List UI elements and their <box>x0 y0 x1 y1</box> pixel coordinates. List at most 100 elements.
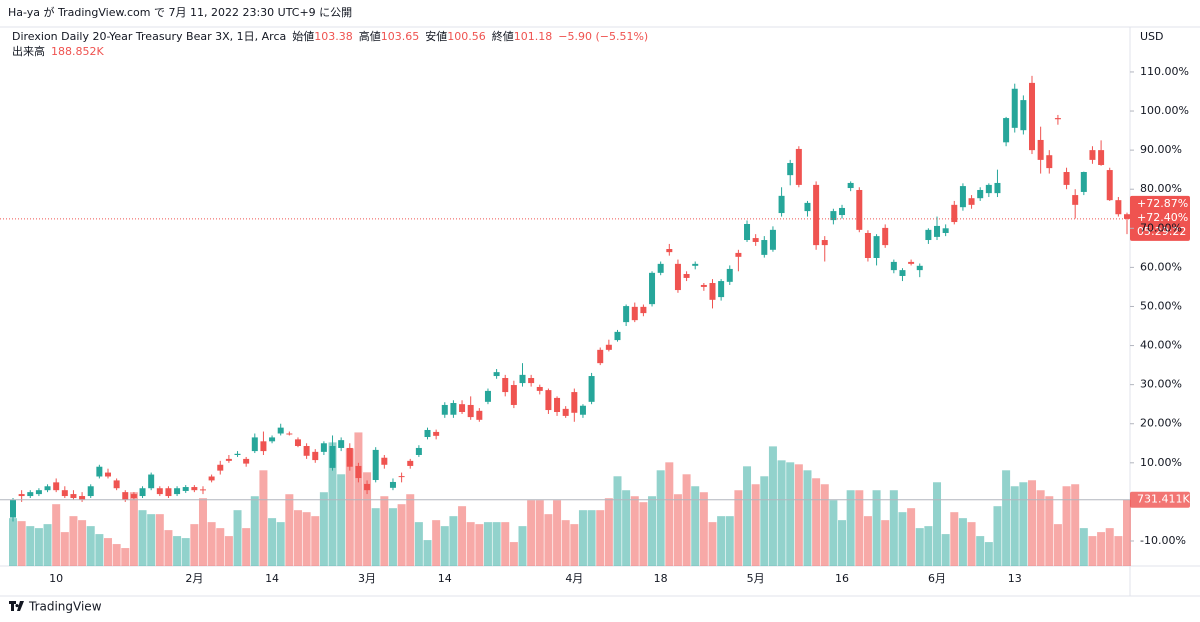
volume-bar <box>872 490 881 566</box>
volume-bar <box>527 500 536 566</box>
candle-body <box>1089 150 1096 160</box>
candle-body <box>476 410 483 420</box>
candle-body <box>614 331 621 341</box>
volume-bar <box>535 500 544 566</box>
volume-bar <box>1028 480 1037 566</box>
volume-bar <box>216 528 225 566</box>
volume-bar <box>380 496 389 566</box>
volume-bar <box>78 520 87 566</box>
candle-body <box>364 483 371 491</box>
candle-body <box>709 283 716 300</box>
candle-body <box>890 261 897 271</box>
candle-body <box>916 265 923 271</box>
candle-body <box>977 189 984 199</box>
candle-body <box>554 397 561 412</box>
volume-bar <box>976 536 985 566</box>
volume-bar <box>293 510 302 566</box>
candle-body <box>18 494 25 497</box>
volume-bar <box>181 538 190 566</box>
volume-bar <box>708 522 717 566</box>
volume-bar <box>622 490 631 566</box>
candle-body <box>813 184 820 246</box>
y-tick-label: -10.00% <box>1140 534 1186 547</box>
candle-body <box>623 306 630 323</box>
candle-body <box>579 405 586 415</box>
volume-bar <box>103 538 112 566</box>
candle-body <box>787 163 794 176</box>
candle-body <box>389 481 396 488</box>
volume-bar <box>86 526 95 566</box>
volume-bar <box>509 542 518 566</box>
candle-body <box>53 482 60 491</box>
ohlc-value: 101.18 <box>514 30 553 43</box>
volume-bar <box>458 506 467 566</box>
volume-bar <box>155 514 164 566</box>
candle-body <box>234 453 241 455</box>
volume-bar <box>578 510 587 566</box>
volume-bar <box>9 518 17 566</box>
candle-body <box>1054 118 1061 120</box>
volume-bar <box>924 526 933 566</box>
candle-body <box>700 284 707 287</box>
x-tick-label: 2月 <box>185 572 203 585</box>
candle-body <box>260 441 267 452</box>
volume-bar <box>958 518 967 566</box>
ohlc-value: 103.65 <box>381 30 420 43</box>
volume-bar <box>967 522 976 566</box>
volume-bar <box>570 524 579 566</box>
volume-bar <box>112 544 121 566</box>
candle-body <box>104 472 111 477</box>
volume-bar <box>665 462 674 566</box>
candle-body <box>441 404 448 415</box>
price-label: +72.40% <box>1137 211 1188 224</box>
candle-body <box>225 458 232 461</box>
volume-bar <box>1036 490 1045 566</box>
candle-body <box>985 184 992 194</box>
volume-bar <box>319 492 328 566</box>
volume-bar <box>224 536 233 566</box>
change: −5.90 (−5.51%) <box>558 30 648 43</box>
label-layer: +72.87%+72.40%05:29:22 731.411K <box>0 195 1190 508</box>
x-tick-label: 18 <box>654 572 668 585</box>
volume-bar <box>544 514 553 566</box>
ohlc-label: 安値 <box>425 29 447 43</box>
volume-bar <box>328 442 337 566</box>
candle-body <box>959 186 966 208</box>
volume-bar <box>673 494 682 566</box>
candle-body <box>864 232 871 258</box>
volume-label: 出来高 <box>12 44 45 58</box>
volume-bar <box>1053 524 1062 566</box>
volume-bar <box>907 508 916 566</box>
x-tick-label: 13 <box>1008 572 1022 585</box>
volume-bar <box>984 542 993 566</box>
volume-bar <box>838 520 847 566</box>
candle-body <box>562 408 569 416</box>
candle-body <box>199 489 206 491</box>
candle-body <box>934 225 941 237</box>
volume-bar <box>915 528 924 566</box>
candle-body <box>674 263 681 291</box>
candle-body <box>139 488 146 497</box>
volume-bar <box>138 510 147 566</box>
volume-value: 188.852K <box>51 45 104 58</box>
volume-bar <box>43 524 52 566</box>
volume-label: 731.411K <box>1137 493 1190 506</box>
candle-body <box>683 274 690 278</box>
candle-body <box>70 494 77 498</box>
candle-body <box>355 465 362 479</box>
volume-bar <box>881 520 890 566</box>
volume-bar <box>682 474 691 566</box>
ohlc-label: 高値 <box>359 29 381 43</box>
candle-body <box>994 182 1001 194</box>
candle-body <box>1011 88 1018 128</box>
volume-bar <box>121 548 130 566</box>
candle-body <box>571 392 578 413</box>
volume-bar <box>406 494 415 566</box>
candle-body <box>433 431 440 436</box>
published-note: Ha-ya が TradingView.com で 7月 11, 2022 23… <box>8 5 352 19</box>
ohlc-label: 始値 <box>292 29 314 43</box>
volume-bar <box>95 534 104 566</box>
volume-bar <box>69 516 78 566</box>
x-tick-label: 10 <box>49 572 63 585</box>
